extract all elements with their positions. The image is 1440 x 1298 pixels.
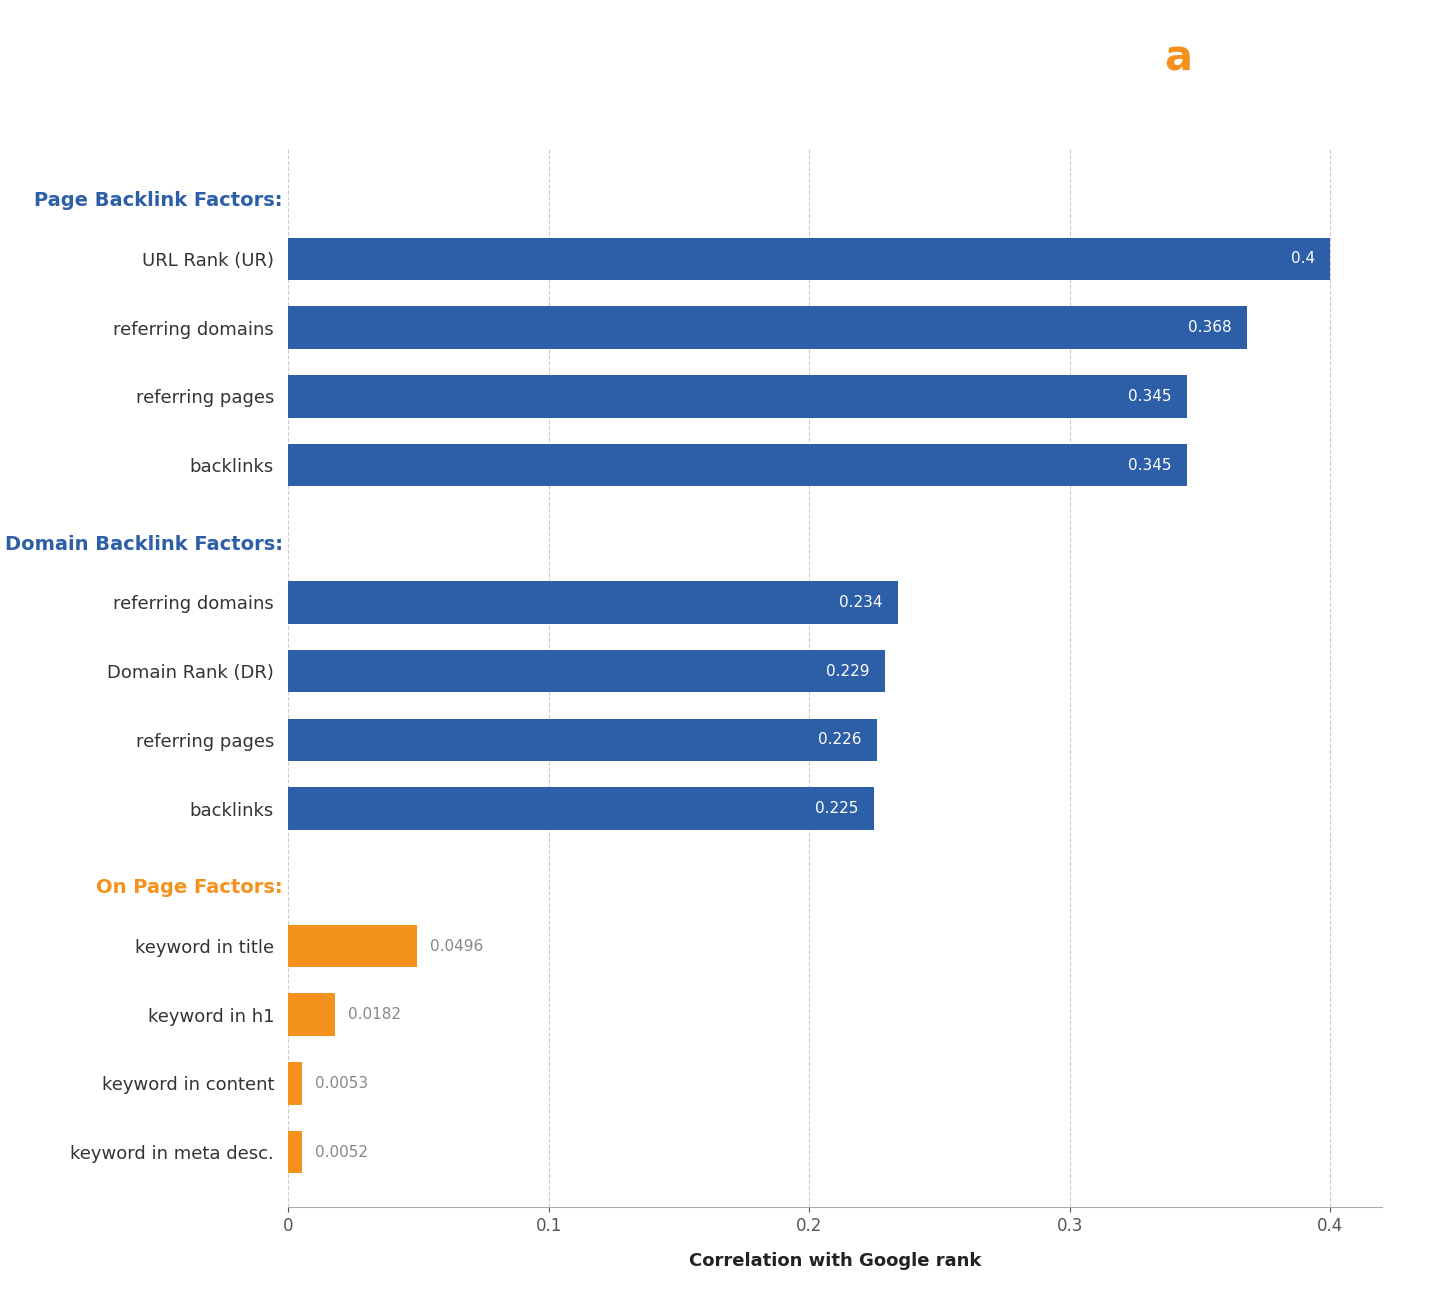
- Bar: [288, 1131, 301, 1173]
- Text: 0.0053: 0.0053: [315, 1076, 369, 1090]
- Text: On Page Factors:: On Page Factors:: [96, 879, 282, 897]
- Bar: [288, 582, 897, 624]
- Text: 0.368: 0.368: [1188, 321, 1231, 335]
- Bar: [288, 306, 1247, 349]
- Bar: [288, 650, 884, 692]
- Text: 0.225: 0.225: [815, 801, 858, 816]
- Bar: [288, 238, 1331, 280]
- Bar: [288, 375, 1187, 418]
- Text: 0.4: 0.4: [1290, 252, 1315, 266]
- Text: Page Backlink Factors:: Page Backlink Factors:: [35, 191, 282, 210]
- Bar: [288, 1062, 302, 1105]
- Text: 0.234: 0.234: [838, 594, 883, 610]
- X-axis label: Correlation with Google rank: Correlation with Google rank: [688, 1251, 982, 1269]
- Text: Backlink Factors vs On Page Factors: Backlink Factors vs On Page Factors: [36, 42, 716, 75]
- Bar: [288, 444, 1187, 487]
- Text: 0.0052: 0.0052: [314, 1145, 367, 1159]
- Bar: [288, 719, 877, 761]
- Text: 0.345: 0.345: [1128, 457, 1171, 472]
- Bar: [288, 788, 874, 829]
- Text: 0.0496: 0.0496: [431, 938, 484, 954]
- Text: hrefs: hrefs: [1261, 38, 1382, 79]
- Text: a: a: [1165, 38, 1192, 79]
- Bar: [288, 924, 418, 967]
- Text: 0.345: 0.345: [1128, 389, 1171, 404]
- Text: 0.229: 0.229: [825, 663, 870, 679]
- Text: 0.0182: 0.0182: [348, 1007, 402, 1023]
- Text: 0.226: 0.226: [818, 732, 861, 748]
- Text: Domain Backlink Factors:: Domain Backlink Factors:: [4, 535, 282, 553]
- Bar: [288, 993, 336, 1036]
